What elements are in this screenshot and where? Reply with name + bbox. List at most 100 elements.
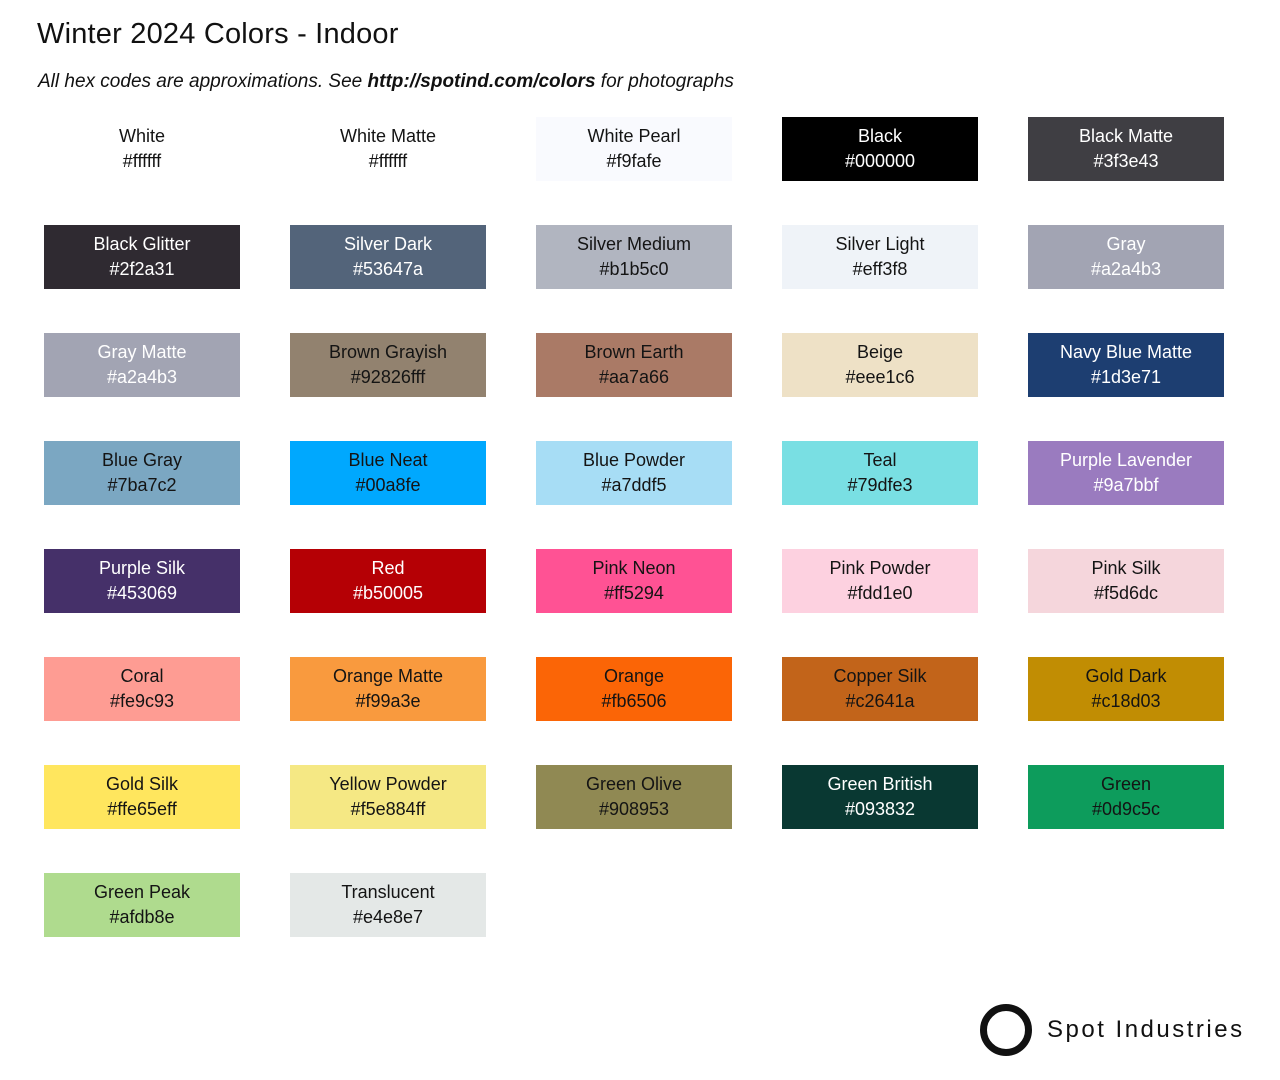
color-hex: #a2a4b3 <box>1090 259 1162 279</box>
color-hex: #ffe65eff <box>107 799 177 819</box>
color-hex: #fb6506 <box>601 691 667 711</box>
color-swatch-white-pearl: White Pearl #f9fafe <box>536 117 732 181</box>
color-swatch-purple-silk: Purple Silk #453069 <box>44 549 240 613</box>
color-swatch-silver-medium: Silver Medium #b1b5c0 <box>536 225 732 289</box>
color-swatch-black-glitter: Black Glitter #2f2a31 <box>44 225 240 289</box>
color-name: Beige <box>856 342 904 362</box>
color-hex: #c18d03 <box>1091 691 1161 711</box>
color-name: Gray Matte <box>97 342 187 362</box>
color-name: Pink Neon <box>592 558 676 578</box>
color-swatch-copper-silk: Copper Silk #c2641a <box>782 657 978 721</box>
color-hex: #ffffff <box>122 151 162 171</box>
color-name: Gold Dark <box>1085 666 1167 686</box>
color-name: Blue Gray <box>101 450 183 470</box>
color-swatch-gold-silk: Gold Silk #ffe65eff <box>44 765 240 829</box>
color-swatch-brown-grayish: Brown Grayish #92826fff <box>290 333 486 397</box>
color-swatch-black-matte: Black Matte #3f3e43 <box>1028 117 1224 181</box>
color-name: Blue Neat <box>348 450 428 470</box>
color-hex: #a7ddf5 <box>601 475 667 495</box>
subtitle-text-prefix: All hex codes are approximations. See <box>38 71 368 92</box>
footer-brand: Spot Industries <box>980 1002 1245 1058</box>
color-hex: #00a8fe <box>355 475 421 495</box>
color-name: Coral <box>120 666 164 686</box>
color-swatch-green-peak: Green Peak #afdb8e <box>44 873 240 937</box>
color-hex: #ff5294 <box>604 583 664 603</box>
color-swatch-green-olive: Green Olive #908953 <box>536 765 732 829</box>
color-name: Copper Silk <box>833 666 927 686</box>
color-name: Purple Lavender <box>1059 450 1193 470</box>
color-name: Silver Medium <box>576 234 692 254</box>
color-name: Navy Blue Matte <box>1059 342 1193 362</box>
color-swatch-gray: Gray #a2a4b3 <box>1028 225 1224 289</box>
subtitle-url: http://spotind.com/colors <box>367 71 596 92</box>
color-swatch-green: Green #0d9c5c <box>1028 765 1224 829</box>
color-hex: #92826fff <box>350 367 426 387</box>
color-swatch-silver-light: Silver Light #eff3f8 <box>782 225 978 289</box>
color-swatch-pink-neon: Pink Neon #ff5294 <box>536 549 732 613</box>
color-hex: #f9fafe <box>606 151 662 171</box>
color-swatch-gray-matte: Gray Matte #a2a4b3 <box>44 333 240 397</box>
color-hex: #eff3f8 <box>852 259 908 279</box>
color-swatch-gold-dark: Gold Dark #c18d03 <box>1028 657 1224 721</box>
color-name: White Matte <box>339 126 437 146</box>
color-swatch-coral: Coral #fe9c93 <box>44 657 240 721</box>
circle-outline-icon <box>980 1004 1032 1056</box>
color-name: Green Peak <box>93 882 191 902</box>
color-name: Red <box>371 558 405 578</box>
page-title: Winter 2024 Colors - Indoor <box>37 18 399 50</box>
color-name: Brown Earth <box>584 342 684 362</box>
color-name: Silver Dark <box>343 234 432 254</box>
color-name: Teal <box>863 450 897 470</box>
color-name: Brown Grayish <box>328 342 448 362</box>
color-swatch-pink-silk: Pink Silk #f5d6dc <box>1028 549 1224 613</box>
color-swatch-purple-lavender: Purple Lavender #9a7bbf <box>1028 441 1224 505</box>
color-hex: #afdb8e <box>109 907 175 927</box>
color-hex: #a2a4b3 <box>106 367 178 387</box>
color-name: Pink Silk <box>1091 558 1161 578</box>
color-hex: #eee1c6 <box>845 367 915 387</box>
subtitle-text-suffix: for photographs <box>595 71 734 92</box>
color-name: Silver Light <box>835 234 925 254</box>
color-hex: #0d9c5c <box>1091 799 1161 819</box>
color-hex: #7ba7c2 <box>107 475 177 495</box>
color-name: Orange Matte <box>332 666 444 686</box>
color-swatch-white-matte: White Matte #ffffff <box>290 117 486 181</box>
color-swatch-yellow-powder: Yellow Powder #f5e884ff <box>290 765 486 829</box>
color-swatch-blue-neat: Blue Neat #00a8fe <box>290 441 486 505</box>
color-name: Purple Silk <box>98 558 186 578</box>
color-name: Translucent <box>341 882 435 902</box>
color-hex: #53647a <box>352 259 424 279</box>
color-swatch-pink-powder: Pink Powder #fdd1e0 <box>782 549 978 613</box>
color-swatch-teal: Teal #79dfe3 <box>782 441 978 505</box>
color-swatch-red: Red #b50005 <box>290 549 486 613</box>
color-name: Green British <box>827 774 933 794</box>
color-swatch-translucent: Translucent #e4e8e7 <box>290 873 486 937</box>
color-name: Pink Powder <box>829 558 931 578</box>
color-hex: #1d3e71 <box>1090 367 1162 387</box>
color-name: Gold Silk <box>105 774 179 794</box>
color-hex: #3f3e43 <box>1093 151 1159 171</box>
color-hex: #ffffff <box>368 151 408 171</box>
color-swatch-brown-earth: Brown Earth #aa7a66 <box>536 333 732 397</box>
color-hex: #fe9c93 <box>109 691 175 711</box>
color-hex: #093832 <box>844 799 916 819</box>
color-swatch-blue-gray: Blue Gray #7ba7c2 <box>44 441 240 505</box>
color-hex: #b1b5c0 <box>599 259 669 279</box>
color-grid: White #ffffff White Matte #ffffff White … <box>44 117 1224 937</box>
color-name: White <box>118 126 165 146</box>
color-hex: #e4e8e7 <box>352 907 424 927</box>
color-hex: #f5e884ff <box>350 799 426 819</box>
color-hex: #aa7a66 <box>598 367 670 387</box>
color-name: Black Glitter <box>93 234 191 254</box>
color-name: Black <box>857 126 902 146</box>
color-swatch-orange: Orange #fb6506 <box>536 657 732 721</box>
color-name: Green <box>1100 774 1152 794</box>
color-swatch-beige: Beige #eee1c6 <box>782 333 978 397</box>
color-hex: #fdd1e0 <box>847 583 913 603</box>
color-swatch-blue-powder: Blue Powder #a7ddf5 <box>536 441 732 505</box>
color-hex: #c2641a <box>845 691 915 711</box>
brand-name: Spot Industries <box>1047 1016 1245 1043</box>
color-swatch-green-british: Green British #093832 <box>782 765 978 829</box>
color-hex: #2f2a31 <box>109 259 175 279</box>
